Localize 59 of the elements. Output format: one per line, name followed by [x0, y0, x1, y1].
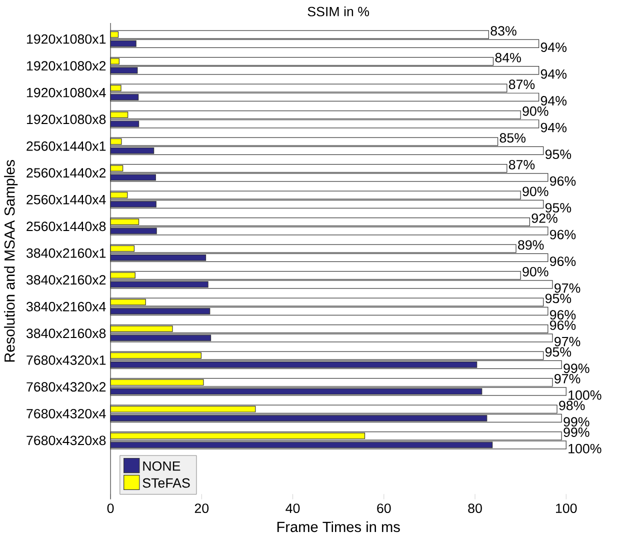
data-label: 96%: [550, 310, 576, 320]
legend-label: STeFAS: [142, 478, 190, 488]
data-label: 95%: [545, 203, 572, 212]
y-tick-label: 7680x4320x8: [26, 436, 106, 446]
data-label: 94%: [540, 42, 567, 52]
y-tick-label: 1920x1080x2: [26, 61, 106, 70]
data-label: 85%: [500, 133, 526, 143]
data-label: 100%: [568, 390, 602, 400]
y-tick-label: 1920x1080x8: [26, 114, 106, 124]
data-label: 96%: [550, 176, 576, 186]
data-label: 96%: [550, 230, 576, 240]
x-tick-label: 60: [377, 504, 391, 513]
x-tick-label: 20: [194, 504, 209, 513]
y-tick-label: 3840x2160x2: [26, 275, 106, 285]
data-label: 87%: [508, 80, 535, 90]
data-label: 100%: [568, 444, 602, 454]
y-tick-label: 2560x1440x8: [26, 222, 106, 232]
data-label: 97%: [554, 374, 580, 384]
data-label: 96%: [550, 320, 576, 330]
data-label: 97%: [554, 336, 580, 346]
data-label: 99%: [564, 417, 590, 427]
data-label: 84%: [495, 52, 521, 62]
data-label: 89%: [518, 240, 544, 250]
y-tick-label: 1920x1080x4: [26, 88, 106, 98]
data-label: 95%: [545, 150, 572, 159]
y-tick-label: 3840x2160x1: [26, 248, 106, 258]
y-tick-label: 1920x1080x1: [26, 34, 106, 44]
x-tick-label: 0: [107, 504, 114, 513]
data-label: 87%: [508, 160, 535, 170]
data-label: 95%: [545, 347, 572, 357]
x-axis-title: Frame Times in ms: [277, 521, 400, 532]
legend-label: NONE: [143, 461, 180, 471]
y-tick-label: 2560x1440x4: [26, 194, 106, 204]
data-label: 94%: [540, 122, 567, 132]
y-tick-label: 7680x4320x1: [26, 355, 106, 365]
data-label: 94%: [540, 69, 567, 79]
y-axis-title: Resolution and MSAA Samples: [4, 160, 18, 362]
x-tick-label: 100: [556, 504, 577, 513]
data-label: 83%: [490, 26, 516, 36]
data-label: 92%: [532, 213, 558, 223]
x-tick-label: 80: [468, 504, 482, 513]
data-label: 96%: [550, 256, 576, 266]
data-label: 99%: [564, 427, 590, 437]
data-label: 90%: [522, 186, 548, 196]
y-tick-label: 2560x1440x1: [26, 141, 106, 151]
chart-title: SSIM in %: [308, 6, 370, 16]
data-label: 94%: [540, 96, 567, 106]
data-label: 95%: [545, 294, 572, 304]
y-tick-label: 3840x2160x8: [26, 328, 106, 338]
x-tick-label: 40: [286, 504, 300, 513]
y-tick-label: 2560x1440x2: [26, 168, 106, 178]
y-tick-label: 7680x4320x2: [26, 382, 106, 392]
data-label: 99%: [564, 364, 590, 374]
y-tick-label: 3840x2160x4: [26, 302, 106, 312]
data-label: 97%: [554, 283, 580, 293]
data-label: 90%: [522, 106, 548, 116]
y-tick-label: 7680x4320x4: [26, 408, 106, 418]
data-label: 90%: [522, 266, 548, 276]
data-label: 98%: [559, 400, 585, 410]
